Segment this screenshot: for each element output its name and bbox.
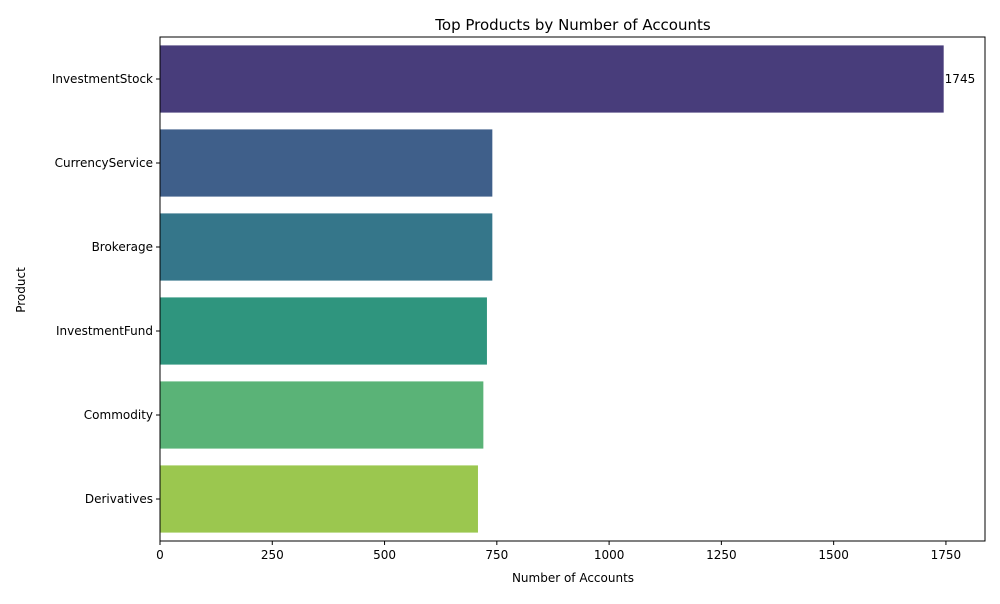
plot-frame [159, 36, 986, 542]
data-labels-group: 1745 [945, 72, 976, 86]
x-tick-label: 1750 [931, 548, 962, 562]
x-tick-label: 0 [156, 548, 164, 562]
bar-InvestmentFund [160, 297, 487, 365]
y-axis-ticks: InvestmentStock CurrencyService Brokerage I… [52, 72, 160, 506]
x-tick-label: 750 [485, 548, 508, 562]
y-tick-label: CurrencyService [55, 156, 153, 170]
y-tick-label: InvestmentStock [52, 72, 153, 86]
y-axis-label: Product [14, 267, 28, 313]
x-axis-label: Number of Accounts [512, 571, 634, 585]
bar-InvestmentStock [160, 45, 944, 113]
bar-Commodity [160, 381, 484, 449]
y-tick-label: InvestmentFund [56, 324, 153, 338]
chart-title: Top Products by Number of Accounts [434, 16, 711, 34]
bars-group [160, 45, 944, 533]
bar-Brokerage [160, 213, 493, 281]
bar-Derivatives [160, 465, 478, 533]
x-tick-label: 1250 [706, 548, 737, 562]
data-label-InvestmentStock: 1745 [945, 72, 976, 86]
bar-CurrencyService [160, 129, 493, 197]
x-tick-label: 250 [261, 548, 284, 562]
x-tick-label: 500 [373, 548, 396, 562]
y-tick-label: Commodity [84, 408, 153, 422]
x-tick-label: 1500 [818, 548, 849, 562]
y-tick-label: Brokerage [92, 240, 153, 254]
x-tick-label: 1000 [594, 548, 625, 562]
y-tick-label: Derivatives [85, 492, 153, 506]
x-axis-ticks: 0 250 500 750 1000 1250 1500 1750 [156, 541, 961, 562]
